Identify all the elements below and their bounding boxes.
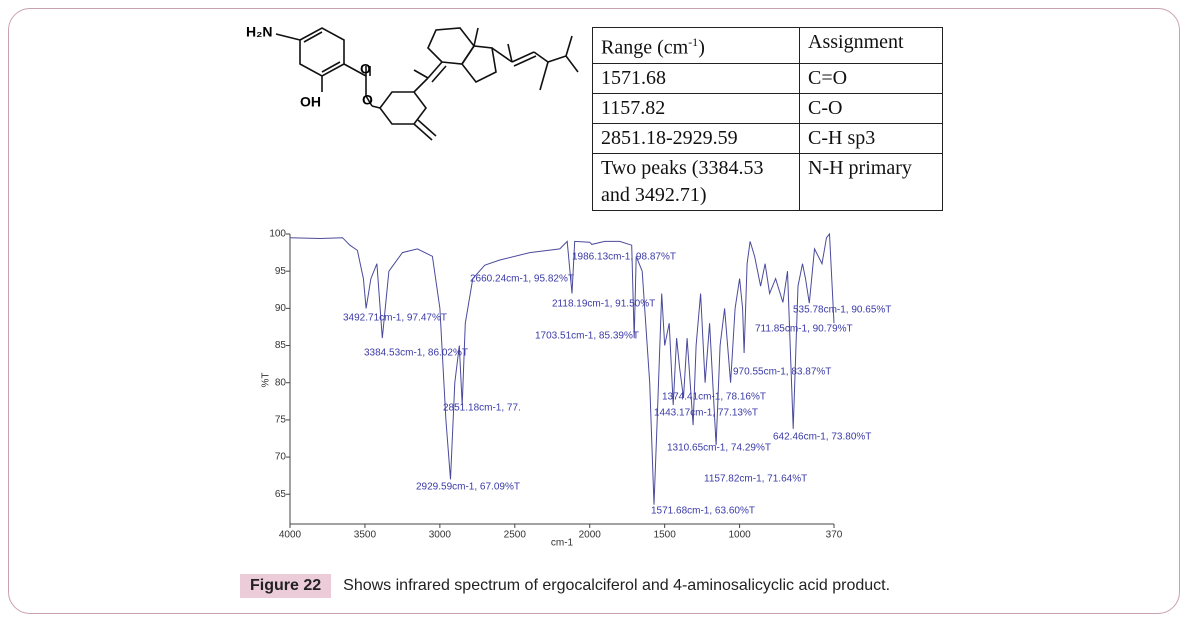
y-tick-label: 85 <box>275 340 287 351</box>
y-tick-label: 95 <box>275 266 287 277</box>
atom-label: H₂N <box>246 24 272 40</box>
atom-label: O <box>360 61 371 77</box>
peak-annotation: 2929.59cm-1, 67.09%T <box>416 482 520 493</box>
peak-annotation: 1571.68cm-1, 63.60%T <box>651 506 755 517</box>
x-tick-label: 3000 <box>429 530 452 541</box>
y-axis-label: %T <box>261 373 272 388</box>
peak-annotation: 1157.82cm-1, 71.64%T <box>704 474 807 485</box>
cell-line: Two peaks (3384.53 <box>601 156 764 179</box>
x-tick-label: 2500 <box>504 530 527 541</box>
table-cell: C-H sp3 <box>799 122 943 154</box>
peak-annotation: 1703.51cm-1, 85.39%T <box>535 331 639 342</box>
caption: Figure 22 Shows infrared spectrum of erg… <box>240 574 890 598</box>
header-cell: Assignment <box>799 27 943 64</box>
y-tick-label: 100 <box>269 229 286 240</box>
atom-label: O <box>362 92 373 108</box>
peak-annotation: 1443.17cm-1, 77.13%T <box>654 408 758 419</box>
table-row: 1157.82 C-O <box>592 92 943 124</box>
table-row: 1571.68 C=O <box>592 62 943 94</box>
header-text: Range (cm <box>601 36 689 59</box>
header-text: ) <box>698 36 705 59</box>
peak-annotation: 3492.71cm-1, 97.47%T <box>343 313 447 324</box>
peak-annotation: 1374.41cm-1, 78.16%T <box>662 392 766 403</box>
y-tick-label: 90 <box>275 303 287 314</box>
table-cell: 1157.82 <box>592 92 800 124</box>
caption-label: Figure 22 <box>240 574 332 598</box>
peak-annotation: 1310.65cm-1, 74.29%T <box>667 443 771 454</box>
x-tick-label: 1500 <box>654 530 677 541</box>
y-tick-label: 75 <box>275 415 287 426</box>
table-cell: C-O <box>799 92 943 124</box>
peak-annotation: 535.78cm-1, 90.65%T <box>793 305 891 316</box>
peak-annotation: 2851.18cm-1, 77. <box>443 403 521 414</box>
assignment-table: Range (cm-1) Assignment 1571.68 C=O 1157.82 C… <box>592 27 943 211</box>
table-row: Two peaks (3384.53 and 3492.71) N-H primar… <box>592 152 943 211</box>
x-axis-label: cm-1 <box>551 538 574 549</box>
table-row: 2851.18-2929.59 C-H sp3 <box>592 122 943 154</box>
table-cell: 1571.68 <box>592 62 800 94</box>
y-tick-label: 80 <box>275 377 287 388</box>
peak-annotation: 3384.53cm-1, 86.02%T <box>364 348 468 359</box>
y-tick-label: 65 <box>275 489 287 500</box>
x-tick-label: 2000 <box>579 530 602 541</box>
x-tick-label: 4000 <box>279 530 302 541</box>
header-sup: -1 <box>688 35 699 49</box>
spectrum-line <box>289 232 835 505</box>
peak-annotation: 2660.24cm-1, 95.82%T <box>470 274 574 285</box>
peak-annotation: 711.85cm-1, 90.79%T <box>755 324 853 335</box>
figure-frame <box>8 8 1180 614</box>
table-cell: 2851.18-2929.59 <box>592 122 800 154</box>
y-tick-label: 70 <box>275 452 287 463</box>
peak-annotation: 642.46cm-1, 73.80%T <box>773 432 871 443</box>
peak-annotation: 1986.13cm-1, 98.87%T <box>572 252 676 263</box>
table-cell: Two peaks (3384.53 and 3492.71) <box>592 152 800 211</box>
caption-text: Shows infrared spectrum of ergocalcifero… <box>343 577 891 594</box>
table-cell: N-H primary <box>799 152 943 211</box>
x-tick-label: 1000 <box>728 530 751 541</box>
x-tick-label: 3500 <box>354 530 377 541</box>
table-cell: C=O <box>799 62 943 94</box>
x-tick-label: 370 <box>826 530 843 541</box>
peak-annotation: 970.55cm-1, 83.87%T <box>733 367 831 378</box>
header-cell: Range (cm-1) <box>592 27 800 64</box>
atom-label: OH <box>300 94 321 110</box>
cell-line: and 3492.71) <box>601 183 707 206</box>
header-row: Range (cm-1) Assignment <box>592 27 943 64</box>
peak-annotation: 2118.19cm-1, 91.50%T <box>552 299 655 310</box>
